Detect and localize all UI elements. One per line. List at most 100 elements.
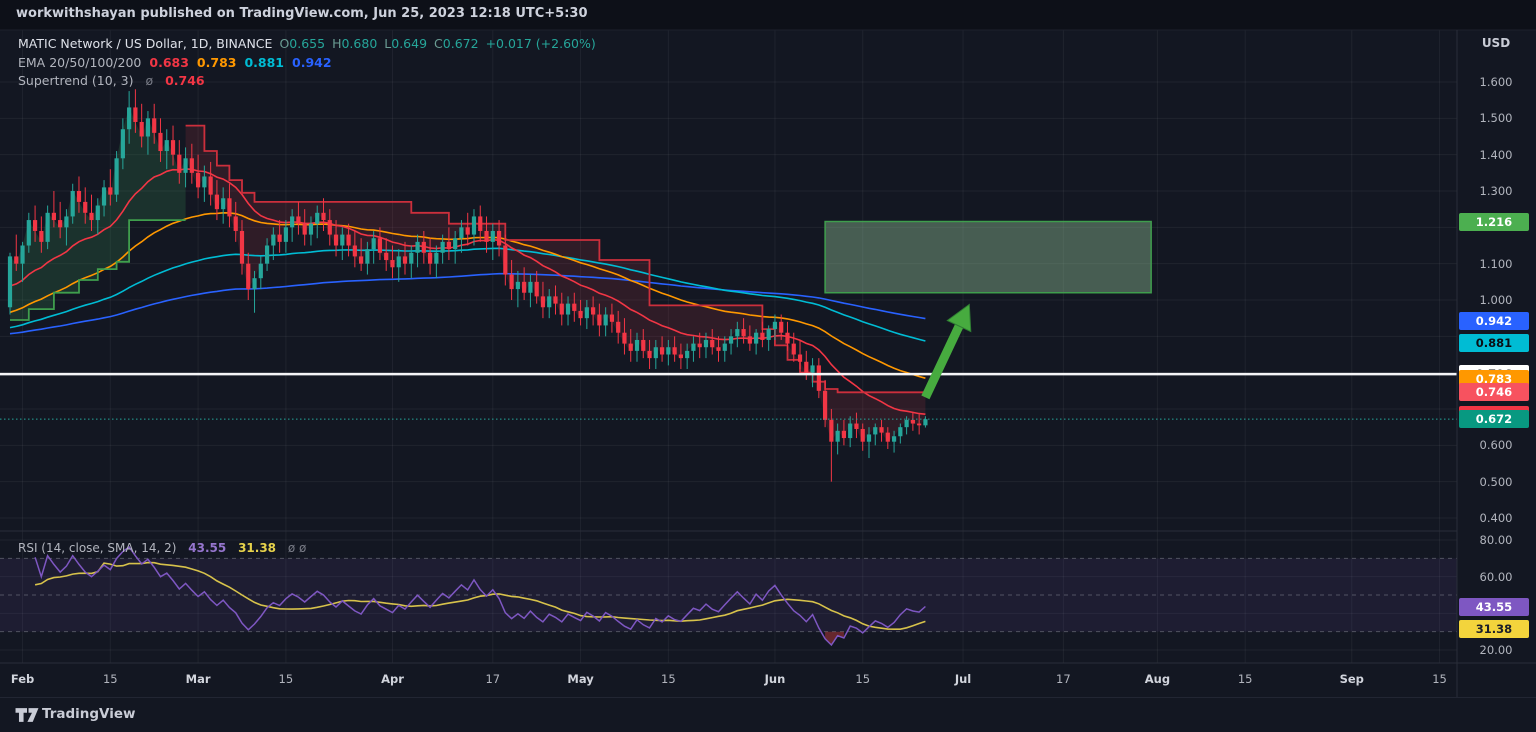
candle-body xyxy=(710,339,715,348)
candle-body xyxy=(202,176,207,188)
ohlc-value: 0.680 xyxy=(341,36,378,51)
candle-body xyxy=(233,216,238,231)
candle-body xyxy=(252,278,257,290)
candle-body xyxy=(227,198,232,217)
candle-body xyxy=(177,154,182,173)
candle-body xyxy=(70,190,75,217)
candle-body xyxy=(885,432,890,442)
candle-body xyxy=(214,194,220,210)
candle-body xyxy=(170,140,176,155)
candle-body xyxy=(622,332,627,344)
candle-body xyxy=(415,241,420,253)
eye-marker-icon[interactable]: ø xyxy=(145,73,154,88)
target-zone-box[interactable] xyxy=(824,220,1152,294)
time-tick-label: 15 xyxy=(1237,672,1253,686)
candle-body xyxy=(678,354,683,359)
price-label-badge: 1.216 xyxy=(1459,212,1529,231)
candle-body xyxy=(321,212,326,221)
supertrend-down-fill xyxy=(185,125,926,442)
price-label-badge: 0.746 xyxy=(1459,383,1529,402)
candle-body xyxy=(58,220,63,228)
candle-body xyxy=(478,216,483,231)
supertrend-indicator-row[interactable]: Supertrend (10, 3) ø 0.746 xyxy=(18,73,205,88)
candle-body xyxy=(791,343,796,355)
eye-markers-icon[interactable]: ø ø xyxy=(287,541,307,555)
breakout-arrow-head[interactable] xyxy=(946,303,972,333)
price-tick-label: 1.000 xyxy=(1479,292,1513,307)
time-tick-label: Jun xyxy=(764,672,786,686)
time-tick-label: 15 xyxy=(278,672,294,686)
price-tick-label: 1.400 xyxy=(1479,147,1513,162)
brand-name[interactable]: TradingView xyxy=(42,706,136,722)
ema-value: 0.881 xyxy=(244,55,285,70)
candle-body xyxy=(139,121,144,137)
candle-body xyxy=(114,158,119,195)
candle-body xyxy=(641,339,646,351)
candle-body xyxy=(196,172,201,188)
candle-body xyxy=(83,201,88,213)
candle-body xyxy=(183,158,188,173)
ema-values: 0.683 0.783 0.881 0.942 xyxy=(141,55,331,70)
candle-body xyxy=(409,252,414,264)
candle-body xyxy=(910,419,915,424)
rsi-indicator-row[interactable]: RSI (14, close, SMA, 14, 2) 43.55 31.38 … xyxy=(18,541,306,555)
ohlc-value: 0.672 xyxy=(442,36,479,51)
time-tick-label: 17 xyxy=(485,672,501,686)
candle-body xyxy=(722,343,727,351)
symbol-title[interactable]: MATIC Network / US Dollar, 1D, BINANCE xyxy=(18,36,273,51)
candle-body xyxy=(728,336,734,344)
ema-100-line xyxy=(9,247,926,342)
candle-body xyxy=(302,223,307,235)
candle-body xyxy=(703,339,709,348)
candle-body xyxy=(797,354,803,362)
candle-body xyxy=(540,296,546,308)
candle-body xyxy=(258,263,263,279)
watermark-strip: workwithshayan published on TradingView.… xyxy=(0,0,1536,30)
ema-indicator-row[interactable]: EMA 20/50/100/200 0.683 0.783 0.881 0.942 xyxy=(18,55,332,70)
candle-body xyxy=(716,347,721,351)
candle-body xyxy=(346,234,351,246)
publish-watermark: workwithshayan published on TradingView.… xyxy=(16,6,588,21)
candle-body xyxy=(308,223,314,235)
ohlc-values: O0.655 H0.680 L0.649 C0.672 xyxy=(272,36,478,51)
candle-body xyxy=(816,365,821,391)
time-tick-label: Apr xyxy=(381,672,404,686)
candle-body xyxy=(164,140,169,152)
ohlc-value: 0.649 xyxy=(391,36,428,51)
candle-body xyxy=(578,310,583,319)
candle-body xyxy=(296,216,301,224)
candle-body xyxy=(741,329,746,337)
candle-body xyxy=(534,281,539,297)
price-tick-label: 1.500 xyxy=(1479,111,1513,126)
candle-body xyxy=(333,234,339,246)
price-tick-label: 0.500 xyxy=(1479,474,1513,489)
candle-body xyxy=(133,107,138,122)
candle-body xyxy=(95,205,100,221)
candle-body xyxy=(923,419,928,426)
rsi-ma-line xyxy=(34,561,926,631)
candle-body xyxy=(158,132,163,152)
tradingview-logo-icon[interactable] xyxy=(14,705,40,725)
time-tick-label: 15 xyxy=(102,672,118,686)
candle-body xyxy=(108,187,113,195)
change-value: +0.017 (+2.60%) xyxy=(485,36,596,51)
candle-body xyxy=(672,347,677,355)
candle-body xyxy=(101,187,107,206)
candle-body xyxy=(396,256,401,268)
ohlc-value: 0.655 xyxy=(289,36,326,51)
candle-body xyxy=(572,303,577,311)
candle-body xyxy=(841,430,847,439)
price-tick-label: 1.300 xyxy=(1479,183,1513,198)
candle-body xyxy=(434,252,439,264)
ohlc-letter: H xyxy=(332,36,342,51)
time-tick-label: Sep xyxy=(1339,672,1364,686)
ohlc-letter: L xyxy=(384,36,392,51)
symbol-header-row[interactable]: MATIC Network / US Dollar, 1D, BINANCE O0… xyxy=(18,36,596,51)
supertrend-label: Supertrend (10, 3) xyxy=(18,73,134,88)
price-tick-label: 0.400 xyxy=(1479,510,1513,525)
candle-body xyxy=(760,332,765,340)
time-tick-label: Aug xyxy=(1144,672,1171,686)
breakout-arrow-shaft[interactable] xyxy=(921,318,966,400)
